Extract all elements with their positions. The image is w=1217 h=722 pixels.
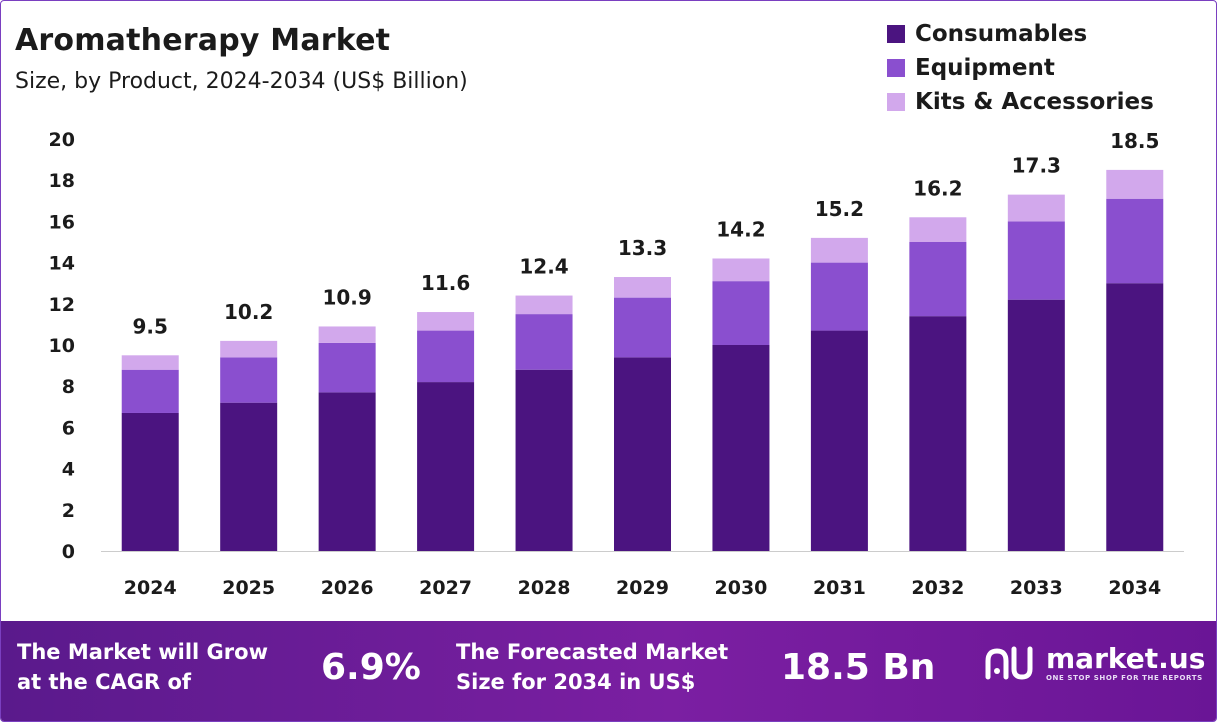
legend-swatch-equipment <box>887 59 905 77</box>
data-label-total-2032: 16.2 <box>913 176 962 200</box>
y-tick-label: 16 <box>49 211 75 233</box>
forecast-text: The Forecasted Market Size for 2034 in U… <box>456 637 728 697</box>
x-tick-label-2033: 2033 <box>1010 577 1063 599</box>
data-label-total-2025: 10.2 <box>224 300 273 324</box>
y-tick-label: 6 <box>62 417 75 439</box>
bar-segment-consumables-2032 <box>909 316 967 551</box>
bar-segment-consumables-2034 <box>1106 283 1164 551</box>
legend: Consumables Equipment Kits & Accessories <box>887 17 1154 119</box>
bar-segment-kits-accessories-2032 <box>909 217 967 242</box>
bar-segment-equipment-2029 <box>614 297 671 358</box>
chart-title: Aromatherapy Market <box>15 23 391 58</box>
x-tick-label-2024: 2024 <box>124 577 177 599</box>
bar-segment-equipment-2024 <box>121 369 179 413</box>
bar-segment-consumables-2026 <box>318 392 376 551</box>
chart-subtitle: Size, by Product, 2024-2034 (US$ Billion… <box>15 69 468 94</box>
bar-segment-consumables-2024 <box>121 412 179 551</box>
legend-label: Kits & Accessories <box>915 89 1154 115</box>
cagr-text-line2: at the CAGR of <box>17 670 192 694</box>
data-label-total-2031: 15.2 <box>815 197 864 221</box>
data-label-total-2027: 11.6 <box>421 271 470 295</box>
bar-segment-kits-accessories-2033 <box>1007 194 1065 222</box>
y-tick-label: 2 <box>62 500 75 522</box>
data-label-total-2034: 18.5 <box>1110 129 1159 153</box>
bar-segment-equipment-2025 <box>220 357 278 403</box>
forecast-text-line1: The Forecasted Market <box>456 640 729 664</box>
bar-segment-equipment-2033 <box>1007 221 1065 300</box>
market-us-logo-icon <box>985 646 1033 680</box>
bar-segment-equipment-2032 <box>909 242 967 317</box>
bar-segment-consumables-2033 <box>1007 299 1065 551</box>
footer-banner: The Market will Grow at the CAGR of 6.9%… <box>1 621 1216 721</box>
bar-segment-kits-accessories-2027 <box>417 312 475 331</box>
forecast-text-line2: Size for 2034 in US$ <box>456 670 696 694</box>
bar-segment-kits-accessories-2028 <box>515 295 573 315</box>
legend-item-consumables: Consumables <box>887 17 1154 51</box>
logo-tagline: ONE STOP SHOP FOR THE REPORTS <box>1046 674 1203 682</box>
x-tick-label-2030: 2030 <box>715 577 768 599</box>
cagr-value: 6.9% <box>321 647 421 688</box>
bar-segment-equipment-2028 <box>515 314 573 370</box>
bar-segment-kits-accessories-2025 <box>220 340 278 358</box>
y-tick-label: 12 <box>49 294 75 316</box>
bar-segment-consumables-2030 <box>712 345 770 551</box>
y-tick-label: 14 <box>49 253 75 275</box>
forecast-value: 18.5 Bn <box>781 647 936 688</box>
legend-label: Equipment <box>915 55 1055 81</box>
data-label-total-2029: 13.3 <box>618 236 667 260</box>
y-tick-label: 4 <box>62 459 75 481</box>
bar-segment-kits-accessories-2029 <box>614 277 671 298</box>
y-tick-label: 18 <box>49 170 75 192</box>
y-tick-label: 0 <box>62 541 75 563</box>
legend-swatch-consumables <box>887 25 905 43</box>
bar-segment-kits-accessories-2024 <box>121 355 179 370</box>
x-tick-label-2032: 2032 <box>911 577 964 599</box>
bar-segment-equipment-2031 <box>810 262 868 331</box>
bar-segment-consumables-2028 <box>515 369 573 551</box>
bar-segment-equipment-2026 <box>318 342 376 393</box>
x-tick-label-2034: 2034 <box>1108 577 1161 599</box>
legend-item-equipment: Equipment <box>887 51 1154 85</box>
x-tick-label-2025: 2025 <box>222 577 275 599</box>
bar-segment-equipment-2034 <box>1106 198 1164 284</box>
bar-segment-consumables-2027 <box>417 382 475 551</box>
logo-name: market.us <box>1046 642 1206 675</box>
market-us-logo: market.us ONE STOP SHOP FOR THE REPORTS <box>984 643 1205 683</box>
bar-segment-consumables-2029 <box>614 357 671 551</box>
bar-segment-consumables-2025 <box>220 402 278 551</box>
x-tick-label-2026: 2026 <box>321 577 374 599</box>
data-label-total-2030: 14.2 <box>716 217 765 241</box>
cagr-text-line1: The Market will Grow <box>17 640 268 664</box>
bar-segment-kits-accessories-2034 <box>1106 169 1164 199</box>
data-label-total-2024: 9.5 <box>133 314 168 338</box>
bar-segment-consumables-2031 <box>810 330 868 551</box>
y-tick-label: 8 <box>62 376 75 398</box>
bar-segment-equipment-2027 <box>417 330 475 383</box>
data-label-total-2028: 12.4 <box>519 255 568 279</box>
stacked-bar-chart: 0 2 4 6 8 10 12 14 16 18 20 9.5 2024 10.2 2025 10.9 2026… <box>49 129 1184 599</box>
bar-segment-kits-accessories-2030 <box>712 258 770 282</box>
legend-label: Consumables <box>915 21 1088 47</box>
x-tick-label-2031: 2031 <box>813 577 866 599</box>
data-label-total-2033: 17.3 <box>1012 154 1061 178</box>
cagr-text: The Market will Grow at the CAGR of <box>17 637 268 697</box>
y-tick-label: 10 <box>49 335 75 357</box>
x-tick-label-2028: 2028 <box>518 577 571 599</box>
y-tick-label: 20 <box>49 129 75 151</box>
x-tick-label-2029: 2029 <box>616 577 669 599</box>
bar-segment-kits-accessories-2026 <box>318 326 376 343</box>
bar-segment-equipment-2030 <box>712 281 770 345</box>
data-label-total-2026: 10.9 <box>322 285 371 309</box>
bar-segment-kits-accessories-2031 <box>810 237 868 263</box>
x-tick-label-2027: 2027 <box>419 577 472 599</box>
legend-swatch-kits-accessories <box>887 93 905 111</box>
legend-item-kits-accessories: Kits & Accessories <box>887 85 1154 119</box>
